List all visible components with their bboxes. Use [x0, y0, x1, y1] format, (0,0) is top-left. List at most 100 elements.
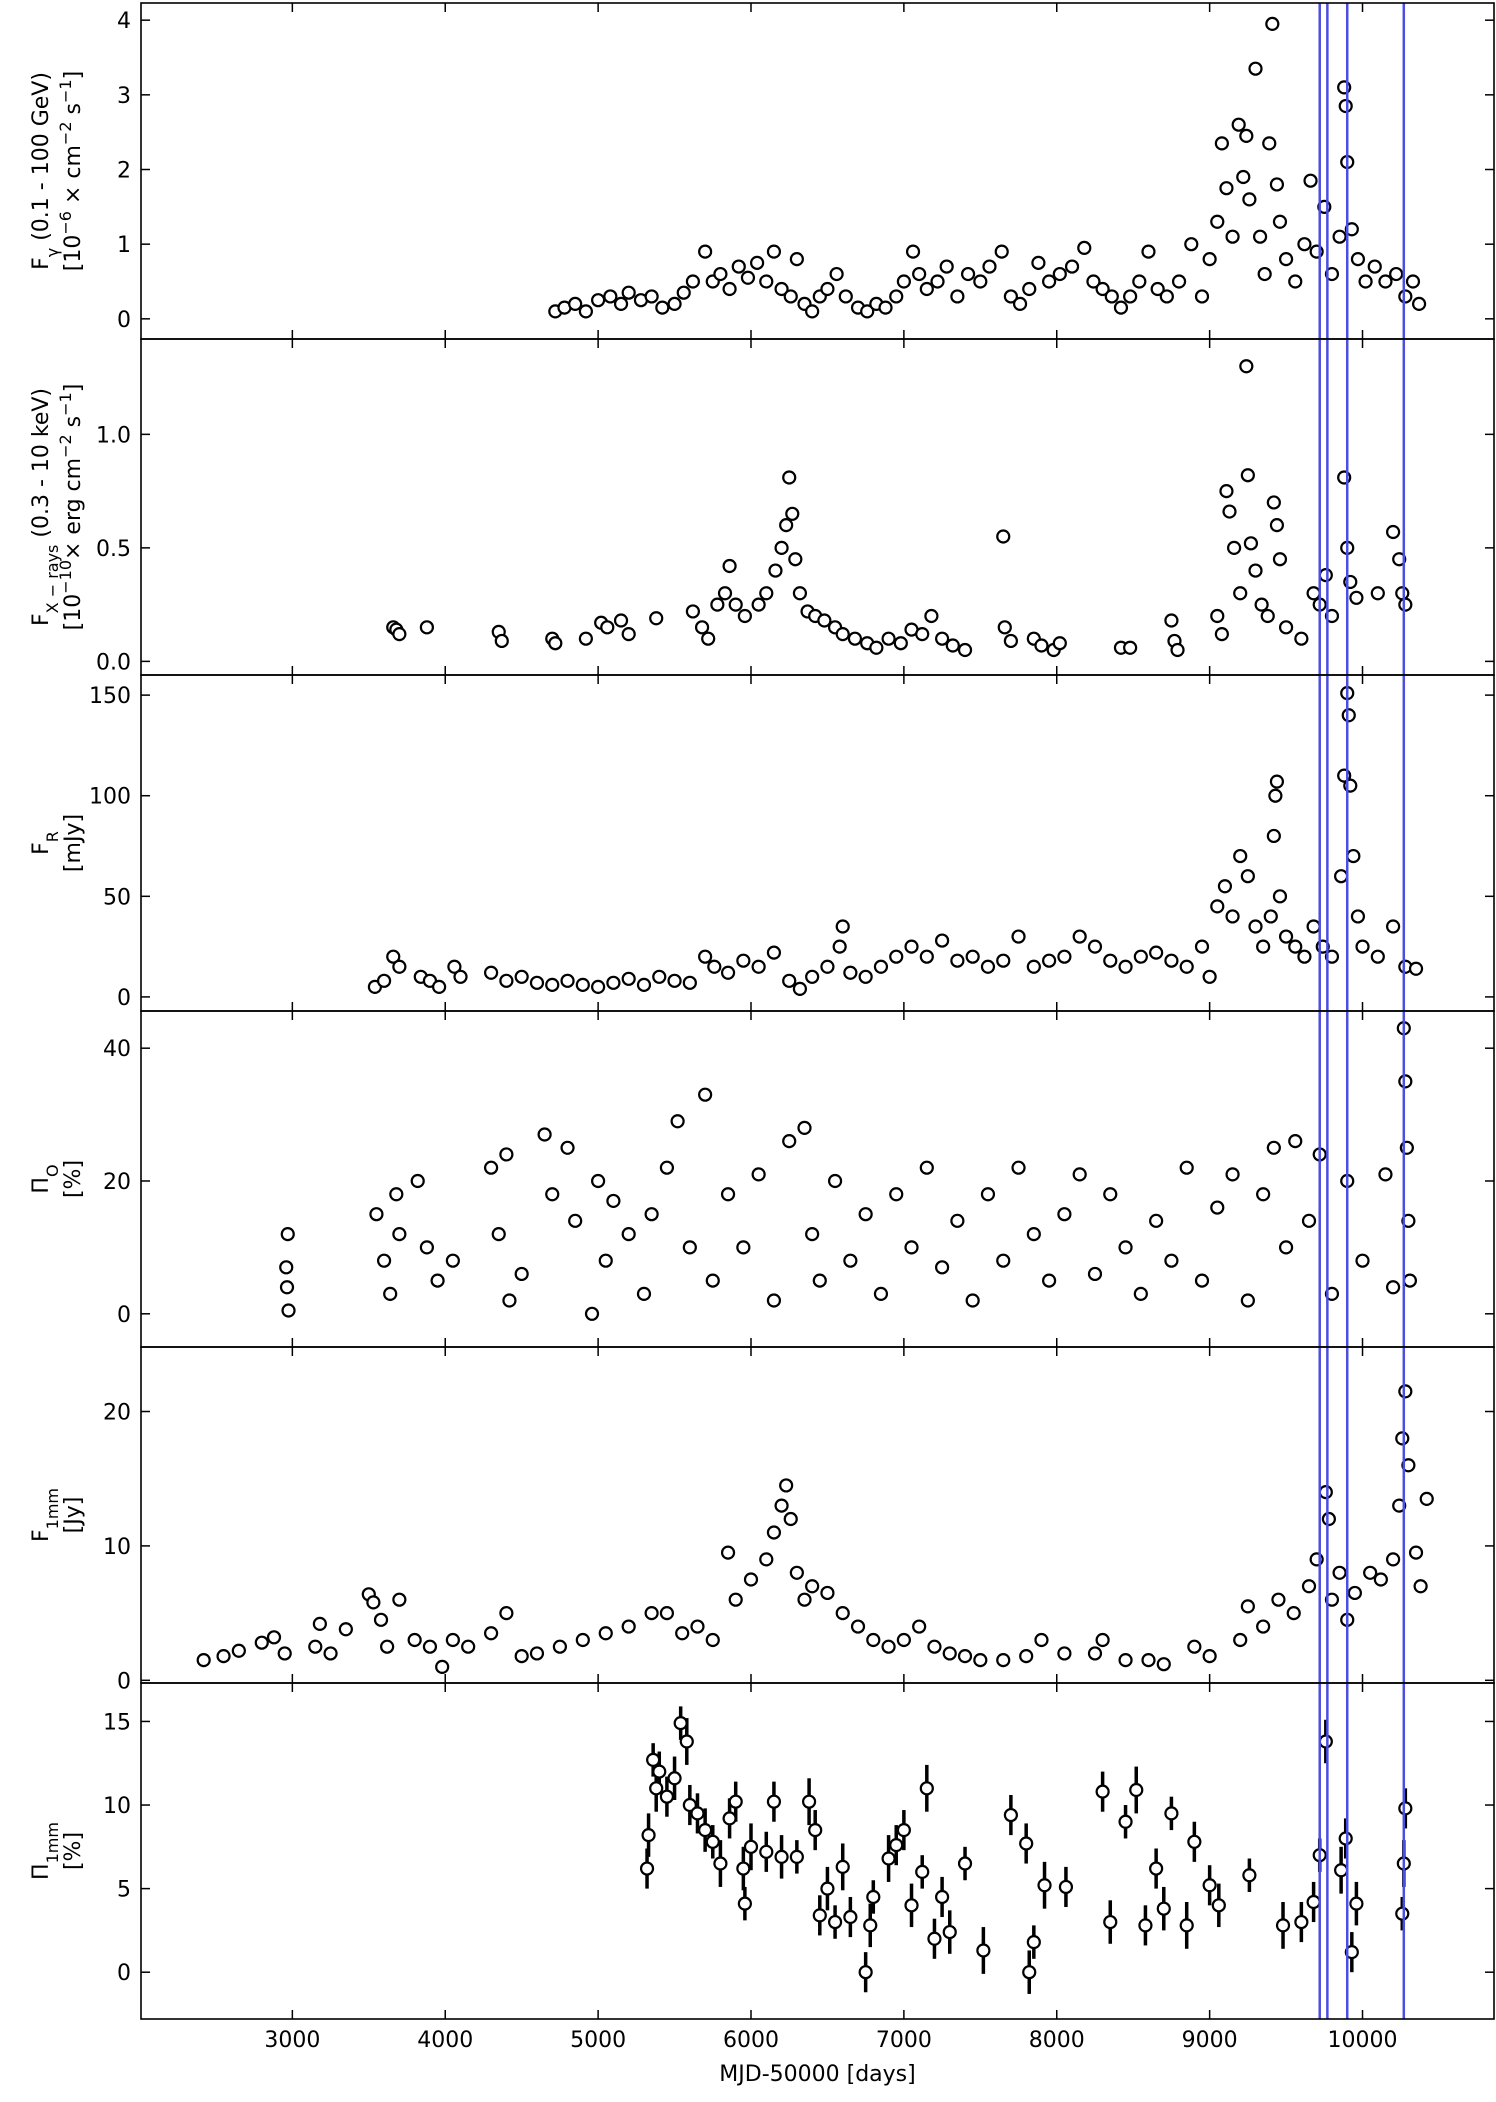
data-point	[621, 285, 636, 300]
data-point	[1272, 214, 1288, 229]
data-point	[1398, 1384, 1413, 1399]
data-point	[1271, 1592, 1286, 1607]
y-tick-label: 50	[103, 885, 131, 910]
data-point	[1288, 1134, 1303, 1149]
data-point	[419, 620, 434, 635]
y-axis-label: Fγ (0.1 - 100 GeV)	[29, 72, 62, 270]
label-subscript: 1mm	[43, 1822, 62, 1863]
data-point	[768, 563, 783, 578]
data-point	[808, 1823, 823, 1838]
data-point	[266, 1630, 282, 1645]
data-point	[1202, 969, 1217, 984]
data-point	[591, 1173, 606, 1189]
data-point	[835, 627, 850, 642]
data-point	[1240, 468, 1255, 483]
data-point	[759, 1844, 774, 1859]
data-point	[1217, 879, 1233, 894]
data-point	[1156, 1901, 1171, 1916]
label-text: [%]	[61, 1832, 86, 1870]
data-point	[670, 1114, 685, 1129]
data-point	[667, 973, 682, 988]
x-tick-label: 6000	[723, 2028, 779, 2053]
data-point	[621, 627, 636, 642]
data-point	[1087, 1646, 1103, 1661]
label-text: ]	[61, 71, 86, 80]
data-point	[1242, 192, 1257, 207]
data-point	[499, 1147, 514, 1162]
y-axis-label: [10−10× erg cm−2 s−1]	[56, 384, 87, 631]
data-point	[1202, 1878, 1217, 1893]
data-point	[1324, 608, 1340, 624]
data-point	[1012, 296, 1028, 312]
data-point	[667, 1771, 682, 1786]
data-point	[690, 1619, 705, 1634]
y-tick-label: 20	[103, 1170, 131, 1195]
y-tick-label: 0	[117, 986, 131, 1011]
data-point	[1408, 1545, 1424, 1560]
label-text: F	[29, 1529, 54, 1542]
data-point	[1318, 1734, 1333, 1749]
data-point	[578, 631, 593, 646]
data-point	[667, 296, 682, 312]
data-point	[717, 586, 733, 601]
label-text: × cm	[61, 145, 86, 211]
data-point	[705, 1273, 720, 1288]
data-point	[1225, 909, 1240, 924]
data-point	[1042, 274, 1057, 289]
data-point	[740, 270, 756, 285]
data-point	[1268, 788, 1283, 803]
data-point	[817, 613, 832, 628]
data-point	[491, 1227, 506, 1242]
data-point	[591, 979, 606, 994]
data-point	[254, 1635, 269, 1650]
data-point	[1214, 136, 1229, 151]
data-point	[1385, 524, 1401, 540]
data-point	[529, 975, 545, 990]
data-point	[1219, 181, 1234, 196]
data-point	[707, 959, 722, 974]
data-point	[545, 977, 560, 992]
data-point	[1058, 1879, 1074, 1895]
data-point	[445, 1253, 460, 1268]
data-point	[1133, 1286, 1148, 1301]
x-tick-label: 4000	[417, 2028, 473, 2053]
data-point	[996, 529, 1011, 544]
data-point	[934, 933, 950, 948]
x-tick-label: 3000	[264, 2028, 320, 2053]
data-point	[789, 252, 804, 267]
data-point	[919, 949, 934, 964]
data-point	[644, 289, 659, 304]
data-point	[889, 949, 904, 964]
data-point	[548, 636, 563, 651]
data-point	[1395, 586, 1410, 601]
data-point	[1118, 1653, 1133, 1668]
y-tick-label: 0	[117, 308, 131, 333]
data-point	[1184, 237, 1199, 252]
data-point	[1042, 953, 1057, 968]
data-point	[869, 640, 884, 655]
data-point	[1256, 939, 1271, 954]
y-axis-label: FX − rays (0.3 - 10 keV)	[29, 388, 62, 626]
data-point	[1194, 939, 1210, 954]
data-point	[1350, 252, 1366, 267]
data-point	[1378, 1167, 1393, 1182]
data-point	[965, 949, 980, 964]
data-point	[376, 1253, 392, 1268]
data-point	[1179, 1918, 1194, 1933]
data-point	[613, 613, 629, 628]
data-point	[1019, 1649, 1034, 1664]
data-point	[720, 965, 736, 980]
data-point	[1164, 953, 1179, 968]
data-point	[308, 1639, 323, 1654]
data-point	[728, 1794, 743, 1809]
data-point	[698, 949, 713, 964]
label-superscript: −10	[56, 560, 75, 594]
data-point	[694, 620, 710, 635]
panel-frame	[140, 2, 1495, 340]
data-point	[812, 1908, 827, 1923]
data-point	[957, 642, 973, 658]
label-text: F	[29, 257, 54, 270]
data-point	[927, 1639, 942, 1654]
data-point	[1248, 61, 1263, 76]
